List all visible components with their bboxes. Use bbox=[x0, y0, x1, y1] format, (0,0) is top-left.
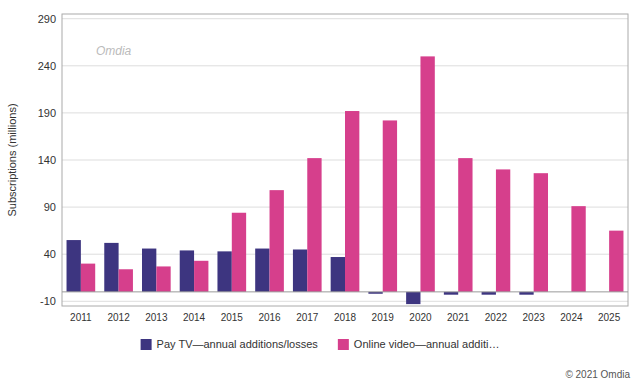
baseline bbox=[62, 291, 628, 292]
x-tick-label: 2011 bbox=[70, 312, 92, 323]
legend: Pay TV—annual additions/losses Online vid… bbox=[141, 338, 500, 350]
bar bbox=[458, 158, 472, 292]
chart: -10 40 90 140 190 240 290 2011 2012 2013 2014 2015 2… bbox=[0, 0, 640, 386]
legend-swatch bbox=[338, 339, 349, 350]
x-tick-label: 2017 bbox=[296, 312, 319, 323]
bar bbox=[232, 213, 246, 292]
y-tick-label: 290 bbox=[38, 13, 56, 25]
y-tick-label: 190 bbox=[38, 107, 56, 119]
grid-line bbox=[62, 301, 628, 302]
x-tick-label: 2021 bbox=[447, 312, 470, 323]
x-tick-label: 2023 bbox=[523, 312, 546, 323]
y-tick-label: 40 bbox=[44, 248, 56, 260]
bar bbox=[81, 264, 95, 292]
x-tick-label: 2024 bbox=[560, 312, 583, 323]
x-tick-label: 2019 bbox=[372, 312, 395, 323]
bars bbox=[67, 56, 624, 304]
bar bbox=[571, 206, 585, 292]
x-tick-label: 2022 bbox=[485, 312, 508, 323]
bar bbox=[534, 173, 548, 292]
bar bbox=[119, 269, 133, 292]
x-tick-label: 2025 bbox=[598, 312, 621, 323]
y-tick-label: -10 bbox=[40, 295, 56, 307]
legend-swatch bbox=[141, 339, 152, 350]
y-tick-label: 140 bbox=[38, 154, 56, 166]
bar bbox=[383, 120, 397, 291]
footnote: © 2021 Omdia bbox=[565, 369, 630, 380]
bar bbox=[406, 292, 420, 304]
bar bbox=[156, 266, 170, 291]
x-tick-label: 2016 bbox=[258, 312, 281, 323]
x-tick-label: 2013 bbox=[145, 312, 168, 323]
bar bbox=[420, 56, 434, 291]
bar bbox=[180, 250, 194, 291]
legend-label: Online video—annual additi… bbox=[354, 338, 500, 350]
bar bbox=[217, 251, 231, 292]
bar bbox=[496, 169, 510, 291]
legend-label: Pay TV—annual additions/losses bbox=[157, 338, 319, 350]
bar bbox=[270, 190, 284, 292]
x-tick-label: 2020 bbox=[409, 312, 432, 323]
grid-line bbox=[62, 18, 628, 19]
y-tick-label: 90 bbox=[44, 201, 56, 213]
grid bbox=[62, 19, 628, 302]
y-axis-label: Subscriptions (millions) bbox=[6, 103, 18, 216]
x-tick-label: 2015 bbox=[221, 312, 244, 323]
bar bbox=[67, 240, 81, 292]
x-tick-label: 2014 bbox=[183, 312, 206, 323]
bar bbox=[293, 249, 307, 291]
x-tick-label: 2012 bbox=[107, 312, 130, 323]
bar bbox=[609, 231, 623, 292]
bar bbox=[307, 158, 321, 292]
legend-item: Pay TV—annual additions/losses bbox=[141, 338, 319, 350]
bar bbox=[194, 261, 208, 292]
x-tick-label: 2018 bbox=[334, 312, 357, 323]
watermark: Omdia bbox=[96, 44, 132, 58]
bar bbox=[142, 249, 156, 292]
bar bbox=[104, 243, 118, 292]
plot-frame bbox=[62, 14, 628, 306]
bar bbox=[255, 249, 269, 292]
bar bbox=[345, 111, 359, 292]
legend-item: Online video—annual additi… bbox=[338, 338, 500, 350]
grid-line bbox=[62, 65, 628, 66]
y-tick-label: 240 bbox=[38, 60, 56, 72]
bar bbox=[331, 257, 345, 292]
